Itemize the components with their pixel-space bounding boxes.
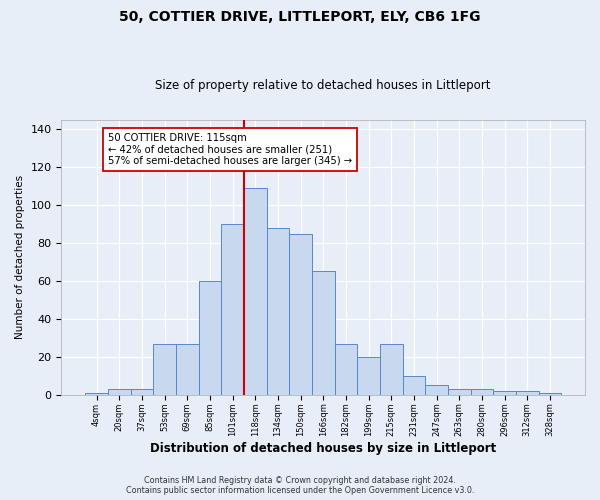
Bar: [85, 393, 108, 395]
Bar: [516, 391, 539, 395]
Title: Size of property relative to detached houses in Littleport: Size of property relative to detached ho…: [155, 79, 491, 92]
Bar: [448, 389, 470, 395]
Text: 50 COTTIER DRIVE: 115sqm
← 42% of detached houses are smaller (251)
57% of semi-: 50 COTTIER DRIVE: 115sqm ← 42% of detach…: [108, 133, 352, 166]
Bar: [493, 391, 516, 395]
Bar: [199, 281, 221, 395]
X-axis label: Distribution of detached houses by size in Littleport: Distribution of detached houses by size …: [150, 442, 496, 455]
Bar: [312, 272, 335, 395]
Bar: [289, 234, 312, 395]
Bar: [335, 344, 357, 395]
Y-axis label: Number of detached properties: Number of detached properties: [15, 175, 25, 340]
Bar: [176, 344, 199, 395]
Bar: [539, 393, 561, 395]
Bar: [470, 389, 493, 395]
Bar: [131, 389, 153, 395]
Bar: [425, 386, 448, 395]
Bar: [108, 389, 131, 395]
Bar: [221, 224, 244, 395]
Bar: [153, 344, 176, 395]
Text: 50, COTTIER DRIVE, LITTLEPORT, ELY, CB6 1FG: 50, COTTIER DRIVE, LITTLEPORT, ELY, CB6 …: [119, 10, 481, 24]
Text: Contains HM Land Registry data © Crown copyright and database right 2024.
Contai: Contains HM Land Registry data © Crown c…: [126, 476, 474, 495]
Bar: [357, 357, 380, 395]
Bar: [244, 188, 266, 395]
Bar: [403, 376, 425, 395]
Bar: [266, 228, 289, 395]
Bar: [380, 344, 403, 395]
